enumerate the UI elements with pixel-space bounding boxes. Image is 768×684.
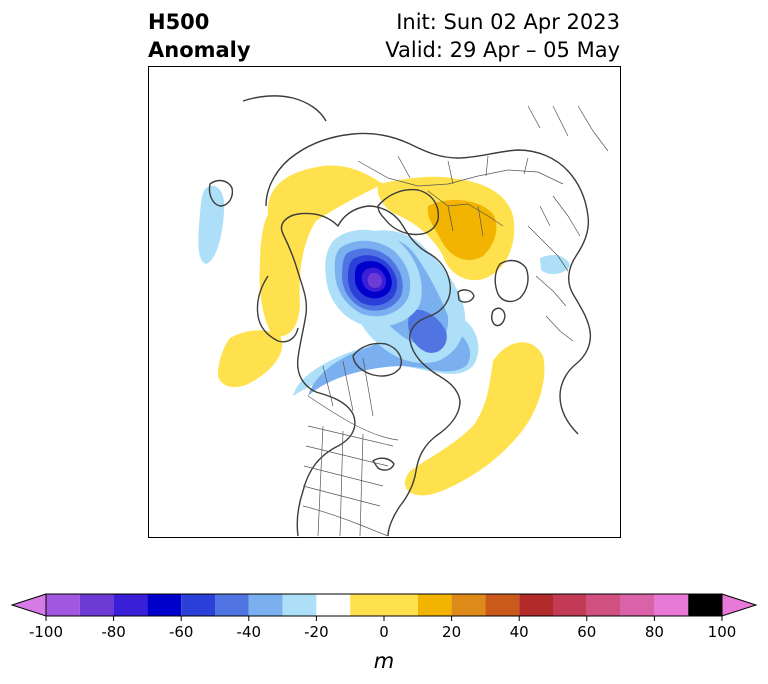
colorbar-segment [451,594,486,616]
colorbar-tick-label: 40 [510,623,529,641]
colorbar-segment [248,594,283,616]
north-america-coast [280,205,461,537]
colorbar-segment [350,594,418,616]
colorbar-segment [485,594,520,616]
negative-anomaly-greenland-core [408,309,447,353]
alaska-coast [256,275,299,343]
positive-anomaly-east-pacific [217,330,283,388]
colorbar-segment [215,594,249,616]
map-title: H500 Anomaly [148,8,251,64]
colorbar-segment [46,594,80,616]
great-lakes [372,457,395,471]
hudson-bay-coast [352,342,402,377]
europe-borders [527,195,581,342]
colorbar-segment [113,594,148,616]
colorbar-ticks: -100 -80 -60 -40 -20 0 20 40 60 80 100 [29,616,736,641]
colorbar-tick-label: -40 [237,623,262,641]
colorbar-segment [654,594,689,616]
us-canada-border [307,395,399,441]
middle-east-borders [527,105,609,152]
colorbar: -100 -80 -60 -40 -20 0 20 40 60 80 100 m [10,593,758,673]
title-line-1: H500 [148,10,210,34]
colorbar-tick-label: -80 [101,623,126,641]
colorbar-segment [586,594,621,616]
coastlines [208,95,592,537]
colorbar-segment [181,594,215,616]
init-date: Init: Sun 02 Apr 2023 [396,10,620,34]
greenland-coast [377,188,440,236]
anomaly-field [198,165,570,496]
colorbar-tick-label: -60 [169,623,194,641]
negative-anomaly-north-pole-80 [367,273,383,289]
colorbar-segment [282,594,317,616]
eurasia-coast [265,132,592,435]
colorbar-tick-label: 80 [645,623,664,641]
mexico-border [302,505,389,537]
map-frame [148,66,621,538]
colorbar-tick-label: 20 [442,623,461,641]
british-isles [490,307,506,327]
colorbar-segment [688,594,722,616]
colorbar-segment [147,594,182,616]
colorbar-unit-label: m [374,649,394,673]
run-info: Init: Sun 02 Apr 2023 Valid: 29 Apr – 05… [385,8,620,64]
colorbar-segment [620,594,655,616]
colorbar-tick-label: 60 [577,623,596,641]
colorbar-segment [519,594,553,616]
colorbar-segment [553,594,587,616]
colorbar-segments [10,593,758,617]
scandinavia-coast [494,259,529,303]
central-asia-borders [427,190,504,237]
negative-anomaly-east-europe [540,255,570,275]
colorbar-segment [79,594,114,616]
russia-borders [357,155,564,187]
colorbar-tick-label: 0 [379,623,389,641]
title-line-2: Anomaly [148,38,251,62]
anomaly-map [148,66,621,538]
canada-province-lines [322,357,374,417]
colorbar-extend-min [10,593,47,617]
iceland [457,289,475,303]
colorbar-tick-label: 100 [708,623,737,641]
colorbar-tick-label: -100 [29,623,63,641]
colorbar-segment [316,594,351,616]
us-state-lines [302,425,394,537]
colorbar-segment [417,594,452,616]
kamchatka-coast [242,95,327,122]
japan-coast [208,179,234,207]
colorbar-tick-label: -20 [304,623,329,641]
positive-anomaly-west-atlantic [404,342,545,496]
valid-range: Valid: 29 Apr – 05 May [385,38,620,62]
positive-anomaly-canada-arctic [259,165,383,337]
colorbar-extend-max [721,593,758,617]
country-borders [302,105,609,537]
